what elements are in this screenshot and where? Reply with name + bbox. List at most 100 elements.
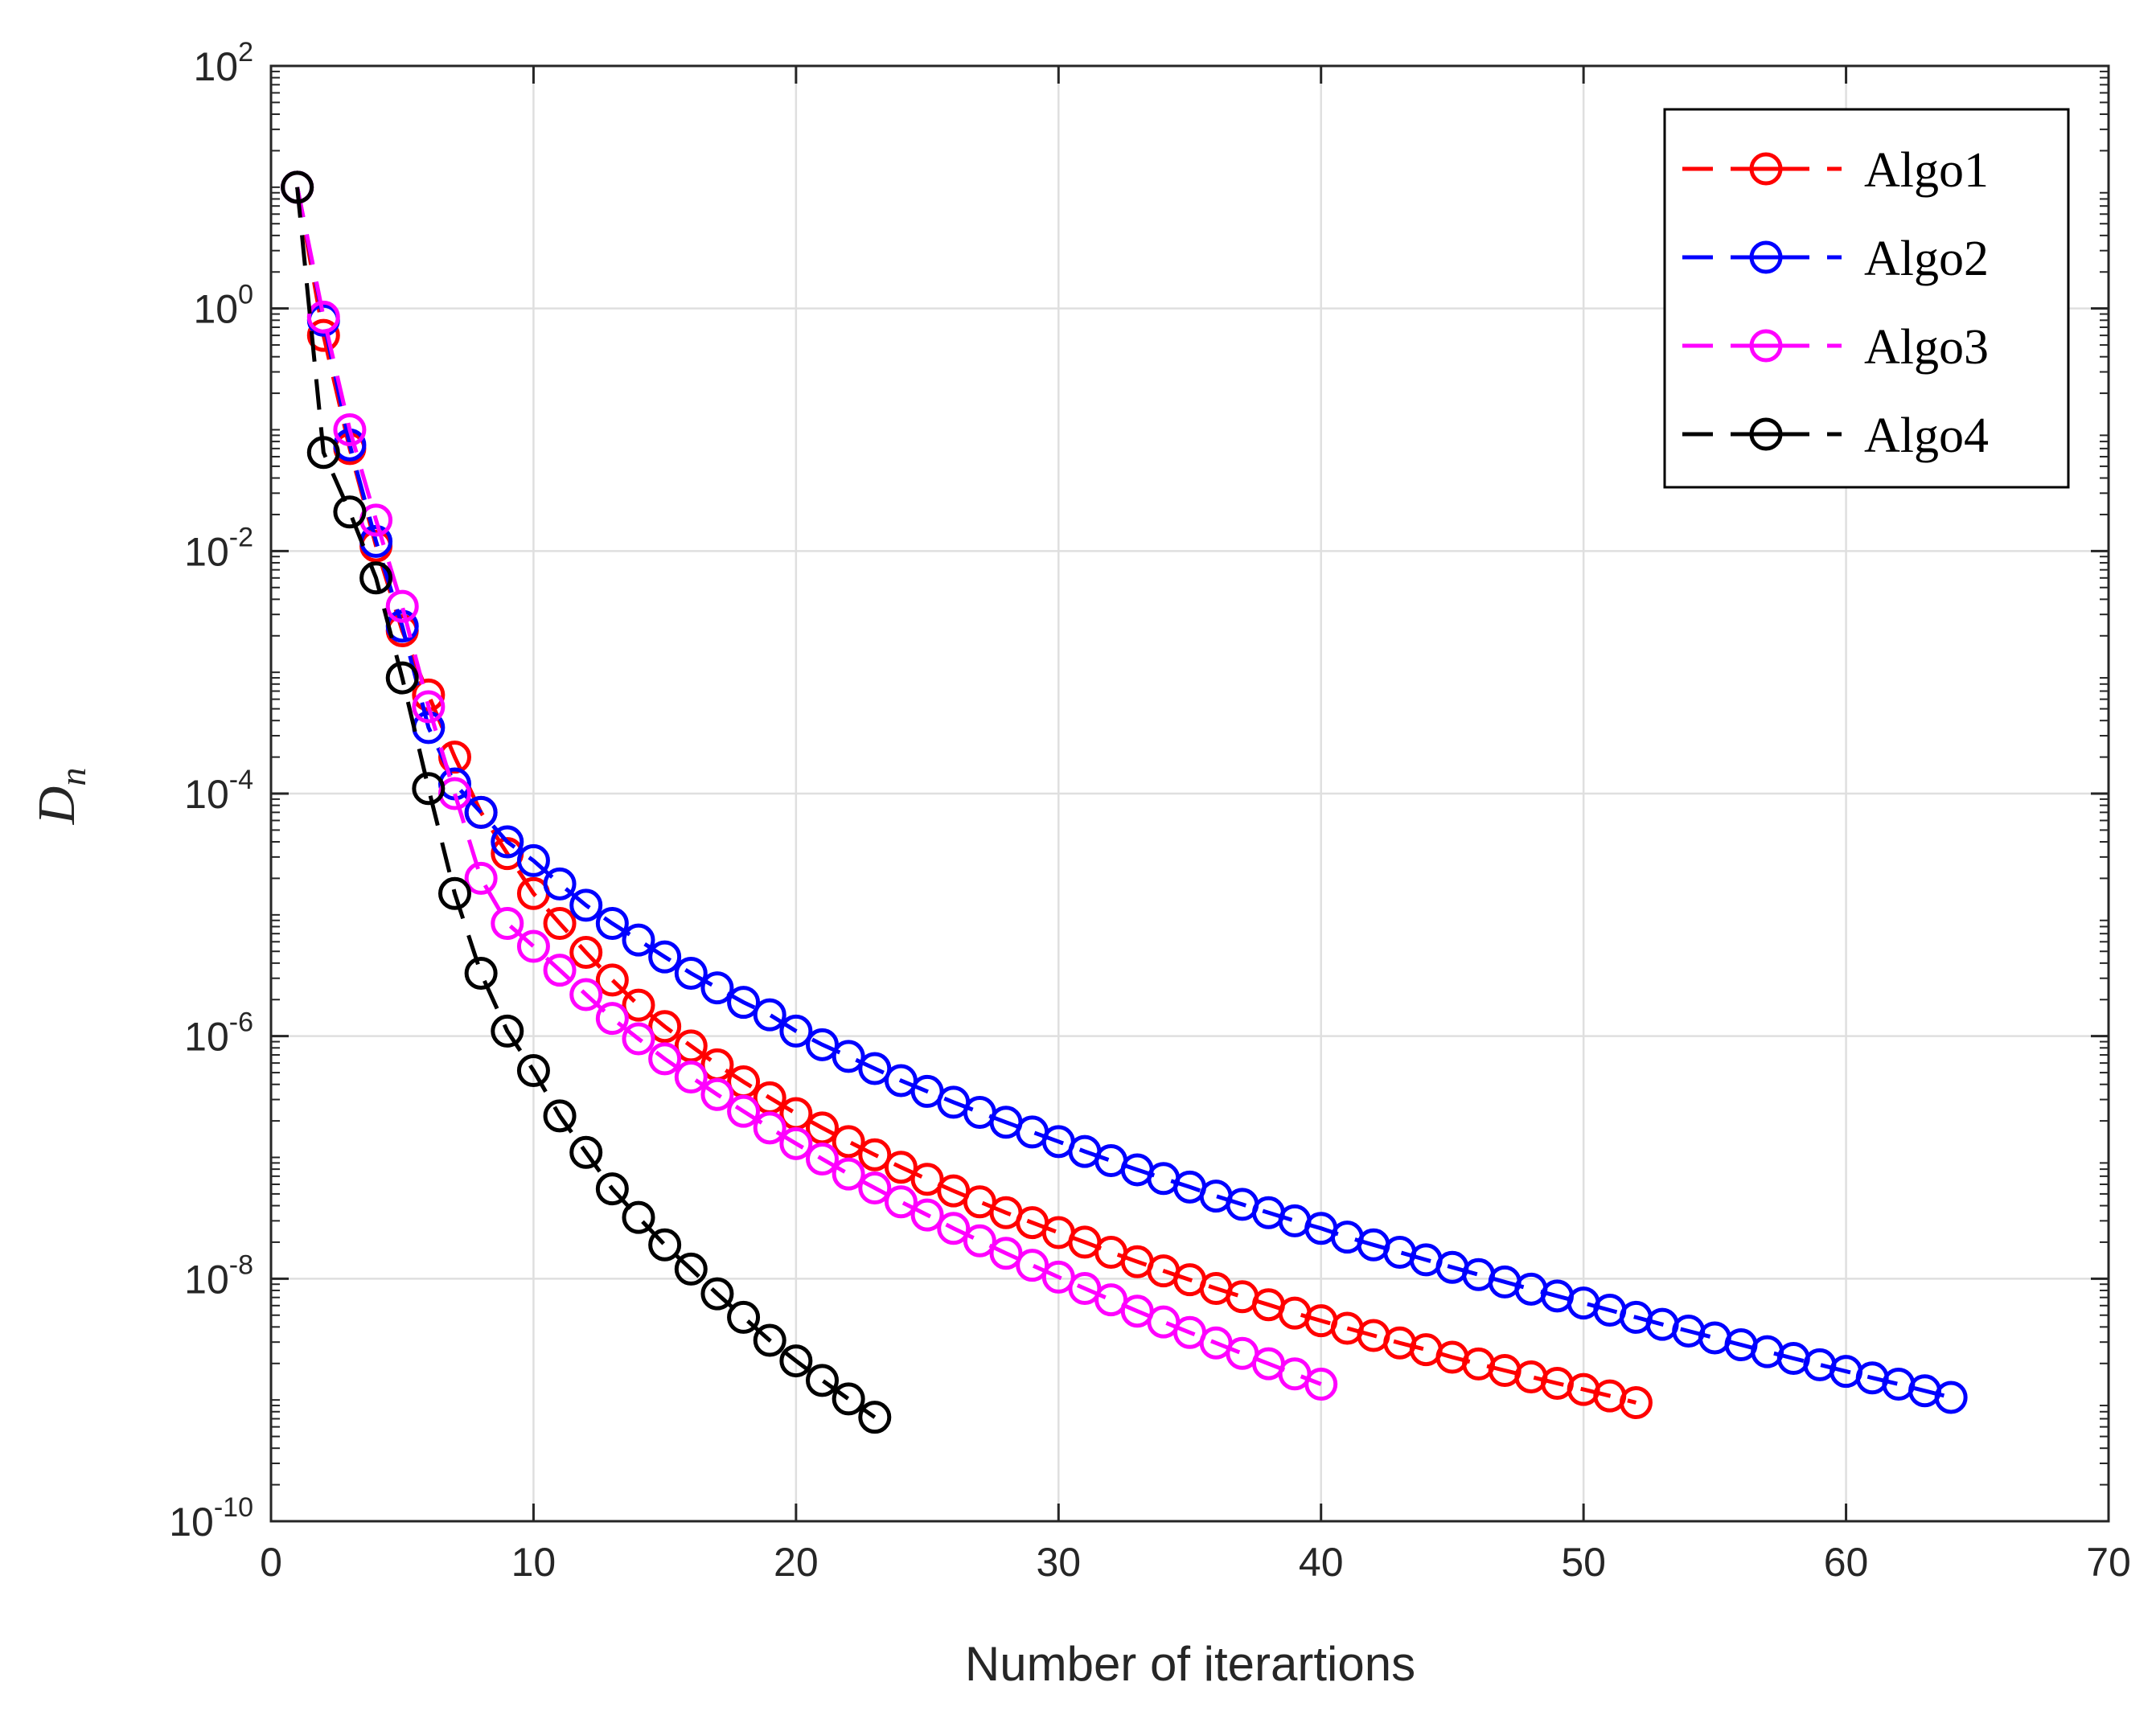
data-point: [832, 1382, 865, 1416]
data-point: [700, 971, 734, 1005]
data-point: [989, 1237, 1023, 1270]
data-point: [674, 956, 708, 990]
data-point: [412, 772, 446, 806]
data-point: [648, 1010, 682, 1044]
data-point: [753, 1111, 786, 1145]
data-point: [306, 300, 340, 334]
data-point: [516, 1054, 550, 1088]
data-point: [385, 661, 419, 695]
data-point: [806, 1111, 839, 1145]
ticks: [269, 64, 2110, 1523]
y-tick-label-base: 10: [184, 529, 229, 574]
data-point: [779, 1126, 813, 1160]
data-point: [1016, 1249, 1049, 1282]
y-tick-label: 10-2: [184, 522, 253, 574]
data-point: [464, 956, 498, 990]
y-tick-label: 10-6: [184, 1007, 253, 1060]
data-point: [281, 170, 314, 204]
x-tick-label: 30: [1036, 1540, 1081, 1585]
data-point: [464, 795, 498, 829]
data-point: [648, 940, 682, 974]
y-tick-label-exponent: -6: [229, 1007, 253, 1038]
legend-label: Algo2: [1864, 232, 1989, 286]
legend-item: Algo1: [1681, 143, 1989, 198]
data-point: [674, 1252, 708, 1286]
x-tick-label: 60: [1824, 1540, 1869, 1585]
y-tick-label-base: 10: [184, 1015, 229, 1060]
x-tick-label: 70: [2086, 1540, 2131, 1585]
y-tick-label: 10-10: [169, 1492, 253, 1545]
data-point: [858, 1171, 892, 1204]
x-tick-label: 0: [260, 1540, 282, 1585]
data-point: [491, 825, 524, 859]
series-line: [295, 187, 877, 1419]
series-line: [295, 187, 1952, 1400]
data-point: [306, 318, 340, 352]
x-tick-label: 10: [511, 1540, 556, 1585]
data-point: [622, 988, 655, 1022]
y-tick-label-base: 10: [184, 772, 229, 817]
y-tick-label: 102: [193, 37, 253, 89]
data-point: [1304, 1368, 1338, 1401]
data-point: [884, 1185, 918, 1219]
data-point: [595, 1002, 629, 1036]
y-tick-label-exponent: 2: [238, 37, 253, 68]
data-point: [464, 861, 498, 895]
y-tick-label-exponent: -4: [229, 765, 253, 795]
data-point: [832, 1125, 865, 1159]
y-tick-label-base: 10: [184, 1257, 229, 1302]
data-point: [543, 867, 577, 901]
data-point: [569, 936, 603, 970]
data-point: [648, 1042, 682, 1076]
data-point: [516, 929, 550, 963]
data-point: [910, 1163, 944, 1196]
legend-item: Algo4: [1681, 408, 1989, 463]
data-point: [648, 1228, 682, 1262]
data-point: [595, 1172, 629, 1206]
y-tick-label: 10-4: [184, 765, 253, 817]
data-point: [359, 561, 393, 595]
data-point: [491, 906, 524, 940]
data-point: [622, 1022, 655, 1056]
data-point: [910, 1198, 944, 1232]
data-point: [543, 1099, 577, 1133]
y-tick-label: 10-8: [184, 1249, 253, 1302]
data-point: [595, 906, 629, 940]
data-point: [753, 1323, 786, 1357]
data-point: [543, 954, 577, 987]
data-point: [858, 1052, 892, 1085]
data-point: [516, 843, 550, 877]
y-tick-label-exponent: 0: [238, 280, 253, 310]
data-point: [543, 906, 577, 940]
data-point: [727, 986, 761, 1020]
data-point: [595, 963, 629, 997]
data-point: [806, 1142, 839, 1175]
data-point: [832, 1157, 865, 1191]
data-point: [832, 1040, 865, 1073]
y-tick-label-exponent: -8: [229, 1249, 253, 1280]
data-point: [806, 1364, 839, 1397]
data-point: [1934, 1381, 1968, 1414]
data-point: [779, 1014, 813, 1048]
legend-item: Algo3: [1681, 320, 1989, 375]
y-tick-label-base: 10: [193, 287, 238, 332]
data-point: [806, 1028, 839, 1061]
legend: Algo1 Algo2 Algo3 Algo4: [1663, 108, 2070, 489]
y-tick-label-base: 10: [193, 44, 238, 89]
data-point: [753, 998, 786, 1032]
series-algo2: [281, 170, 1968, 1414]
data-point: [306, 436, 340, 470]
x-tick-label: 40: [1299, 1540, 1344, 1585]
data-point: [491, 1014, 524, 1048]
series-algo4: [281, 170, 892, 1434]
y-tick-label-base: 10: [169, 1500, 214, 1545]
data-point: [779, 1344, 813, 1378]
data-point: [333, 495, 367, 529]
data-point: [438, 876, 471, 910]
y-axis-label-subscript: n: [52, 768, 93, 786]
x-tick-labels: 0 10 20 30 40 50 60 70: [260, 1540, 2131, 1585]
y-tick-label: 100: [193, 280, 253, 332]
legend-label: Algo1: [1864, 143, 1989, 198]
data-point: [333, 413, 367, 446]
